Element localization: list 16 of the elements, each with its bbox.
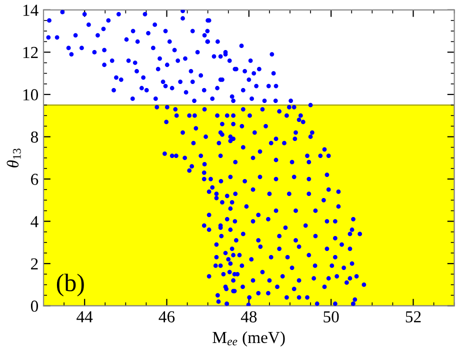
x-tick-label: 48 <box>240 311 257 322</box>
y-tick-label: 4 <box>30 216 38 228</box>
y-tick-label: 8 <box>30 131 38 143</box>
annotation: (b) <box>56 274 84 296</box>
x-axis-title: M$_{ee}$ (meV) <box>212 331 285 346</box>
x-tick-label: 52 <box>406 311 421 322</box>
y-tick-label: 10 <box>23 89 38 100</box>
y-tick-label: 12 <box>23 46 38 58</box>
y-axis-title: θ$_{13}$ <box>6 148 21 168</box>
y-tick-label: 6 <box>31 174 38 185</box>
x-tick-label: 50 <box>324 311 339 322</box>
y-tick-label: 2 <box>31 258 38 270</box>
y-tick-label: 0 <box>30 300 38 312</box>
x-tick-label: 44 <box>76 311 93 322</box>
x-tick-label: 46 <box>158 311 175 322</box>
y-tick-label: 14 <box>23 4 38 16</box>
